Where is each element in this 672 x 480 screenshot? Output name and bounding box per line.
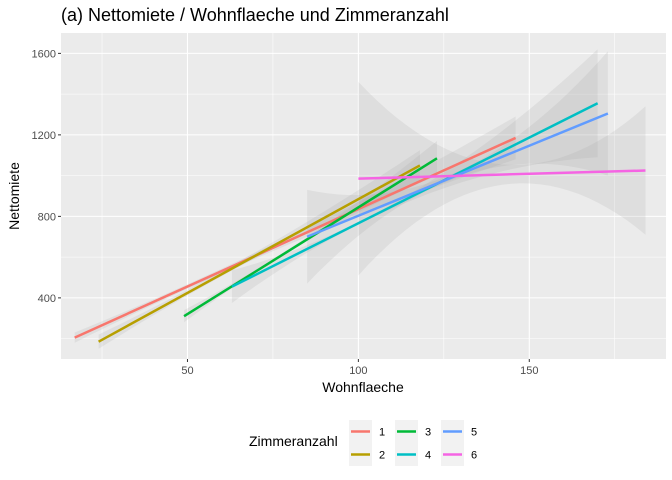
x-tick-label: 50 — [181, 365, 193, 377]
y-axis-title: Nettomiete — [6, 162, 22, 230]
legend: Zimmeranzahl 1 2 3 4 5 6 — [249, 420, 477, 466]
band-series-6 — [358, 81, 646, 276]
legend-label-3: 3 — [425, 427, 431, 439]
legend-label-1: 1 — [379, 427, 385, 439]
line-series-3 — [183, 157, 438, 318]
chart-title: (a) Nettomiete / Wohnflaeche und Zimmera… — [61, 5, 449, 25]
grid-lines — [61, 33, 666, 359]
legend-title: Zimmeranzahl — [249, 433, 338, 449]
legend-label-2: 2 — [379, 450, 385, 462]
y-axis-ticks: 400 800 1200 1600 — [32, 48, 61, 305]
x-tick-label: 100 — [349, 365, 367, 377]
legend-label-5: 5 — [471, 427, 477, 439]
line-series-4 — [231, 102, 599, 288]
legend-label-6: 6 — [471, 450, 477, 462]
x-axis-title: Wohnflaeche — [322, 379, 404, 395]
y-tick-label: 400 — [38, 293, 56, 305]
y-tick-label: 1200 — [32, 130, 56, 142]
regression-lines — [74, 102, 646, 343]
y-tick-label: 800 — [38, 211, 56, 223]
line-series-2 — [97, 164, 421, 343]
x-tick-label: 150 — [520, 365, 538, 377]
y-tick-label: 1600 — [32, 48, 56, 60]
band-series-1 — [74, 116, 516, 343]
legend-label-4: 4 — [425, 450, 431, 462]
line-series-6 — [358, 169, 646, 180]
band-series-2 — [98, 150, 420, 349]
x-axis-ticks: 50 100 150 — [181, 359, 538, 377]
line-series-1 — [74, 136, 517, 339]
